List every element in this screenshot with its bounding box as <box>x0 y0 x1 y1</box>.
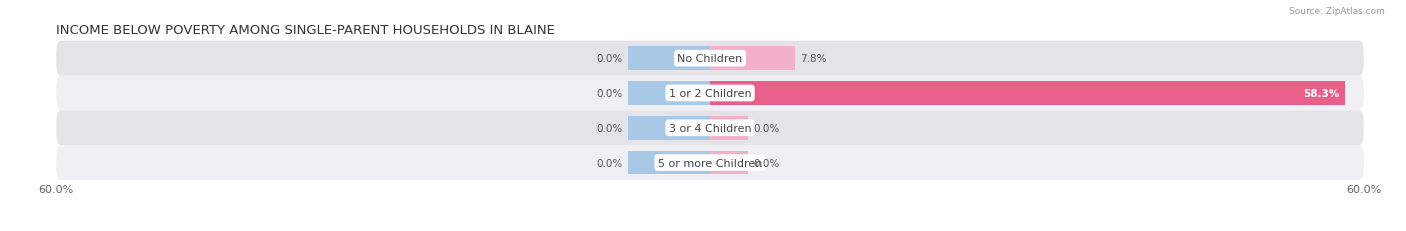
Text: 1 or 2 Children: 1 or 2 Children <box>669 88 751 99</box>
FancyBboxPatch shape <box>56 42 1364 76</box>
Text: 3 or 4 Children: 3 or 4 Children <box>669 123 751 133</box>
Bar <box>710 47 794 71</box>
Bar <box>628 47 710 71</box>
Bar <box>628 116 710 140</box>
Bar <box>628 82 710 105</box>
Text: INCOME BELOW POVERTY AMONG SINGLE-PARENT HOUSEHOLDS IN BLAINE: INCOME BELOW POVERTY AMONG SINGLE-PARENT… <box>56 23 555 36</box>
Text: 0.0%: 0.0% <box>596 54 623 64</box>
Text: 7.8%: 7.8% <box>800 54 827 64</box>
Text: 0.0%: 0.0% <box>596 158 623 168</box>
Bar <box>710 151 748 175</box>
Text: 0.0%: 0.0% <box>754 158 780 168</box>
Text: 0.0%: 0.0% <box>754 123 780 133</box>
Text: Source: ZipAtlas.com: Source: ZipAtlas.com <box>1289 7 1385 16</box>
Text: 58.3%: 58.3% <box>1303 88 1340 99</box>
FancyBboxPatch shape <box>56 76 1364 111</box>
Bar <box>628 151 710 175</box>
Text: No Children: No Children <box>678 54 742 64</box>
Text: 0.0%: 0.0% <box>596 88 623 99</box>
Bar <box>710 116 748 140</box>
Bar <box>710 82 1346 105</box>
FancyBboxPatch shape <box>56 111 1364 146</box>
Text: 0.0%: 0.0% <box>596 123 623 133</box>
FancyBboxPatch shape <box>56 146 1364 180</box>
Text: 5 or more Children: 5 or more Children <box>658 158 762 168</box>
